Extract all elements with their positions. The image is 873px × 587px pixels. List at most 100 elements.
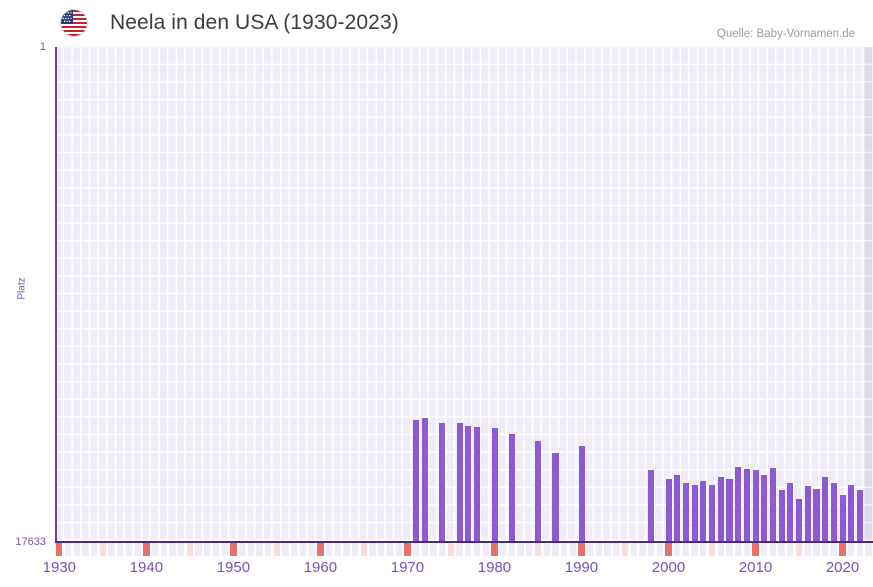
bar[interactable] <box>474 427 481 541</box>
x-axis-tick <box>378 543 385 556</box>
x-axis-tick <box>613 543 620 556</box>
bar[interactable] <box>439 423 446 541</box>
x-axis-tick-minor <box>186 543 194 556</box>
x-axis-tick-label: 1960 <box>303 559 338 576</box>
bar[interactable] <box>717 477 724 541</box>
bar[interactable] <box>743 469 750 541</box>
x-axis-tick <box>865 543 872 556</box>
x-axis-tick <box>456 543 463 556</box>
bar[interactable] <box>822 477 829 541</box>
x-axis-tick-label: 1950 <box>216 559 251 576</box>
bar[interactable] <box>830 483 837 541</box>
x-axis-tick <box>256 543 263 556</box>
y-axis-line <box>55 47 57 541</box>
x-axis-tick-minor <box>273 543 281 556</box>
x-axis-tick <box>395 543 402 556</box>
bar[interactable] <box>552 453 559 541</box>
x-axis-tick <box>343 543 350 556</box>
x-axis-tick <box>830 543 837 556</box>
x-axis-tick <box>726 543 733 556</box>
bar[interactable] <box>674 475 681 541</box>
x-axis-tick <box>299 543 307 556</box>
x-axis-tick <box>473 543 481 556</box>
x-axis-tick-major <box>839 543 846 556</box>
bar[interactable] <box>761 475 768 541</box>
x-axis-tick <box>560 543 568 556</box>
bar[interactable] <box>839 495 846 541</box>
bar[interactable] <box>421 418 428 541</box>
x-axis-tick <box>195 543 202 556</box>
x-axis-tick <box>500 543 507 556</box>
bar[interactable] <box>735 467 742 541</box>
x-axis-tick <box>73 543 80 556</box>
bar[interactable] <box>665 479 672 541</box>
x-axis-tick-major <box>578 543 585 556</box>
bar[interactable] <box>535 441 542 541</box>
x-axis-tick <box>369 543 376 556</box>
x-axis-tick-label: 1940 <box>129 559 164 576</box>
x-axis-tick-major <box>56 543 63 556</box>
bar[interactable] <box>648 470 655 541</box>
bar[interactable] <box>413 420 420 541</box>
x-axis-tick <box>587 543 594 556</box>
x-axis-tick <box>421 543 428 556</box>
x-axis-tick-major <box>143 543 150 556</box>
us-flag-circle-icon <box>60 9 88 37</box>
x-axis-tick <box>169 543 176 556</box>
x-axis-tick <box>630 543 637 556</box>
x-axis-tick <box>517 543 524 556</box>
x-axis-tick <box>247 543 254 556</box>
bar[interactable] <box>578 446 585 541</box>
bar[interactable] <box>726 479 733 541</box>
x-axis-tick <box>160 543 167 556</box>
x-axis-tick-minor <box>99 543 106 556</box>
source-note: Quelle: Baby-Vornamen.de <box>716 28 855 40</box>
x-axis-tick-minor <box>447 543 455 556</box>
x-axis-labels: 1930 1940 1950 1960 1970 1980 1990 2000 2010 2020 <box>0 559 873 585</box>
x-axis-tick <box>291 543 298 556</box>
bar[interactable] <box>796 499 803 541</box>
bar[interactable] <box>682 483 690 541</box>
bar[interactable] <box>508 434 515 541</box>
bar[interactable] <box>465 426 472 541</box>
bar[interactable] <box>709 485 716 541</box>
bar[interactable] <box>778 490 785 541</box>
bar[interactable] <box>804 486 811 541</box>
bar[interactable] <box>700 481 707 541</box>
bar[interactable] <box>691 485 698 541</box>
x-axis-tick <box>734 543 742 556</box>
x-axis-tick <box>325 543 333 556</box>
x-axis-tick <box>717 543 724 556</box>
bar[interactable] <box>752 470 759 541</box>
flag-stripes <box>61 10 87 36</box>
chart-title: Neela in den USA (1930-2023) <box>110 11 399 34</box>
bar[interactable] <box>787 483 794 541</box>
x-axis-tick <box>787 543 794 556</box>
x-axis-tick-label: 2020 <box>825 559 860 576</box>
x-axis-tick <box>308 543 315 556</box>
x-axis-tick <box>465 543 472 556</box>
x-axis-tick <box>212 543 220 556</box>
bar[interactable] <box>456 423 463 541</box>
bar-series <box>55 47 873 541</box>
x-axis-tick <box>412 543 420 556</box>
x-axis-tick <box>595 543 603 556</box>
x-axis-tick <box>552 543 559 556</box>
x-axis-tick <box>821 543 829 556</box>
x-axis-tick <box>569 543 576 556</box>
x-axis-tick <box>204 543 211 556</box>
x-axis-tick-minor <box>621 543 629 556</box>
x-axis-tick <box>813 543 820 556</box>
x-axis-tick <box>778 543 785 556</box>
x-axis-tick <box>682 543 690 556</box>
bar[interactable] <box>848 485 855 541</box>
x-axis-tick <box>108 543 115 556</box>
bar[interactable] <box>813 489 820 541</box>
x-axis-tick <box>282 543 289 556</box>
bar[interactable] <box>769 468 777 541</box>
bar[interactable] <box>856 490 864 541</box>
bar[interactable] <box>491 428 498 541</box>
y-axis-tick-label-top: 1 <box>39 41 46 53</box>
incomplete-data-region <box>864 47 873 541</box>
x-axis-tick <box>386 543 394 556</box>
